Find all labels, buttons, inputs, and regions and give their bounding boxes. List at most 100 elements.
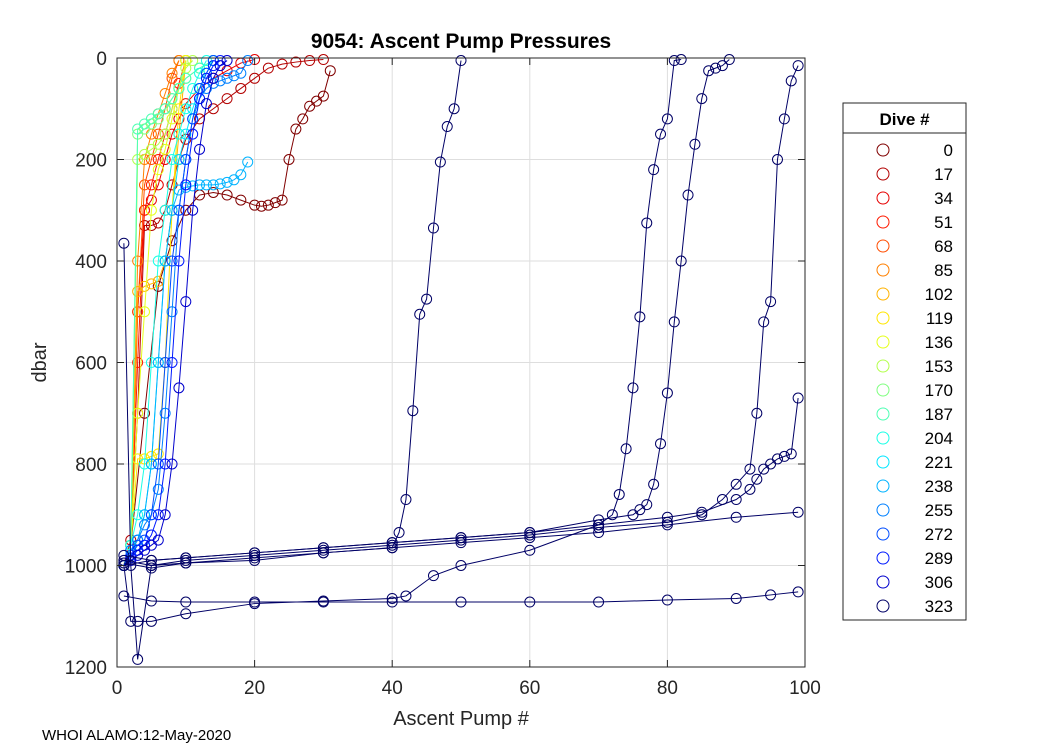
data-point bbox=[661, 594, 673, 606]
data-point bbox=[730, 478, 742, 490]
data-point bbox=[641, 217, 653, 229]
data-point bbox=[427, 222, 439, 234]
data-point bbox=[139, 204, 151, 216]
data-point bbox=[765, 589, 777, 601]
series-line bbox=[123, 60, 187, 566]
legend-item: 0 bbox=[876, 141, 953, 160]
data-point bbox=[159, 357, 171, 368]
data-point bbox=[648, 478, 660, 490]
data-point bbox=[221, 93, 233, 105]
legend-marker bbox=[876, 455, 890, 469]
data-point bbox=[159, 458, 171, 470]
data-point bbox=[200, 98, 212, 110]
data-point bbox=[166, 458, 178, 470]
legend-item: 119 bbox=[876, 309, 953, 328]
x-tick-label: 100 bbox=[789, 678, 821, 699]
x-axis-label: Ascent Pump # bbox=[393, 708, 530, 730]
data-point bbox=[166, 67, 178, 79]
data-point bbox=[249, 72, 261, 84]
series-line bbox=[123, 591, 799, 603]
data-point bbox=[400, 590, 412, 602]
data-point bbox=[145, 219, 157, 231]
legend-item: 136 bbox=[876, 333, 953, 352]
legend-label: 238 bbox=[925, 477, 953, 496]
legend: Dive # 0 17 34 51 68 85 102 119 136 153 170 187 204 2… bbox=[842, 102, 967, 621]
data-point bbox=[145, 179, 157, 191]
legend-marker bbox=[876, 503, 890, 517]
data-point bbox=[455, 537, 467, 549]
y-tick-label: 400 bbox=[75, 252, 107, 273]
data-point bbox=[235, 82, 247, 94]
grid bbox=[116, 57, 806, 668]
data-point bbox=[242, 55, 254, 67]
data-point bbox=[242, 156, 254, 168]
data-point bbox=[152, 275, 164, 287]
data-point bbox=[235, 194, 247, 206]
data-point bbox=[613, 488, 625, 500]
data-point bbox=[792, 506, 804, 518]
legend-label: 272 bbox=[925, 525, 953, 544]
data-point bbox=[166, 255, 178, 267]
data-point bbox=[132, 357, 144, 368]
legend-label: 68 bbox=[934, 237, 953, 256]
y-tick-label: 800 bbox=[75, 455, 107, 476]
series-dive-204 bbox=[118, 55, 212, 571]
data-point bbox=[187, 113, 199, 125]
data-point bbox=[778, 113, 790, 125]
data-point bbox=[125, 615, 137, 627]
data-point bbox=[173, 55, 185, 67]
data-point bbox=[400, 494, 412, 506]
data-point bbox=[655, 438, 667, 450]
series-dive-323 bbox=[118, 60, 804, 571]
data-point bbox=[414, 308, 426, 320]
data-point bbox=[159, 204, 171, 216]
data-point bbox=[675, 255, 687, 267]
data-point bbox=[744, 463, 756, 475]
data-point bbox=[661, 519, 673, 531]
data-point bbox=[173, 382, 185, 394]
data-point bbox=[249, 596, 261, 608]
data-point bbox=[421, 293, 433, 305]
data-point bbox=[207, 72, 219, 84]
data-point bbox=[180, 72, 192, 84]
series-line bbox=[123, 65, 799, 567]
data-point bbox=[159, 128, 171, 140]
data-point bbox=[159, 103, 171, 115]
data-point bbox=[730, 511, 742, 523]
series-dive-323 bbox=[118, 586, 804, 608]
data-point bbox=[792, 60, 804, 72]
data-point bbox=[187, 128, 199, 140]
data-point bbox=[716, 60, 728, 72]
legend-label: 170 bbox=[925, 381, 953, 400]
data-point bbox=[173, 128, 185, 140]
data-point bbox=[187, 180, 199, 192]
data-point bbox=[207, 186, 219, 198]
data-point bbox=[269, 197, 281, 209]
data-point bbox=[386, 596, 398, 608]
data-point bbox=[276, 58, 288, 70]
data-point bbox=[235, 67, 247, 79]
data-point bbox=[180, 296, 192, 308]
series-dive-323 bbox=[118, 392, 804, 571]
data-point bbox=[132, 255, 144, 267]
data-point bbox=[792, 586, 804, 598]
data-point bbox=[152, 509, 164, 521]
data-point bbox=[386, 592, 398, 604]
data-point bbox=[317, 547, 329, 559]
legend-marker bbox=[876, 287, 890, 301]
data-point bbox=[455, 560, 467, 571]
data-point bbox=[524, 544, 536, 556]
data-point bbox=[386, 539, 398, 551]
data-point bbox=[132, 653, 144, 665]
data-point bbox=[180, 554, 192, 566]
legend-label: 102 bbox=[925, 285, 953, 304]
data-point bbox=[427, 570, 439, 582]
legend-label: 204 bbox=[925, 429, 953, 448]
data-point bbox=[180, 204, 192, 216]
data-point bbox=[785, 75, 797, 87]
data-point bbox=[696, 509, 708, 521]
data-point bbox=[139, 306, 151, 318]
legend-item: 238 bbox=[876, 477, 953, 496]
x-tick-label: 80 bbox=[657, 678, 678, 699]
data-point bbox=[448, 103, 460, 115]
